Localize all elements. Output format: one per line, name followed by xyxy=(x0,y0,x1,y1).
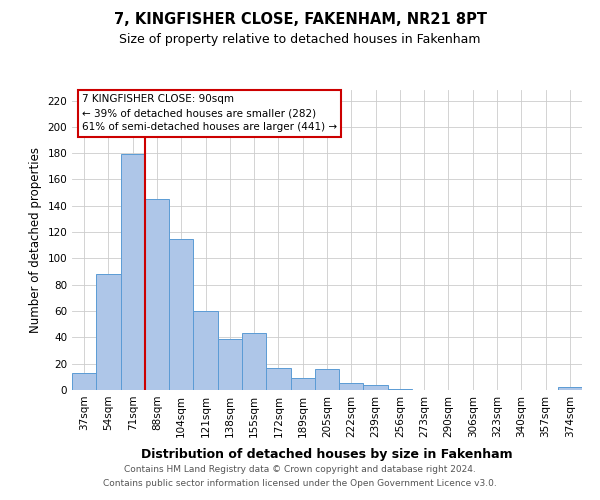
Bar xyxy=(266,368,290,390)
Bar xyxy=(72,373,96,390)
Bar xyxy=(315,369,339,390)
Text: Size of property relative to detached houses in Fakenham: Size of property relative to detached ho… xyxy=(119,32,481,46)
Bar xyxy=(145,199,169,390)
Text: Contains HM Land Registry data © Crown copyright and database right 2024.
Contai: Contains HM Land Registry data © Crown c… xyxy=(103,466,497,487)
Bar xyxy=(388,388,412,390)
Bar xyxy=(242,334,266,390)
Bar xyxy=(290,378,315,390)
Bar xyxy=(364,384,388,390)
Text: 7, KINGFISHER CLOSE, FAKENHAM, NR21 8PT: 7, KINGFISHER CLOSE, FAKENHAM, NR21 8PT xyxy=(113,12,487,28)
Y-axis label: Number of detached properties: Number of detached properties xyxy=(29,147,42,333)
Bar xyxy=(558,388,582,390)
Bar xyxy=(193,311,218,390)
Bar xyxy=(96,274,121,390)
Bar xyxy=(218,338,242,390)
Bar xyxy=(121,154,145,390)
Bar xyxy=(169,238,193,390)
Text: 7 KINGFISHER CLOSE: 90sqm
← 39% of detached houses are smaller (282)
61% of semi: 7 KINGFISHER CLOSE: 90sqm ← 39% of detac… xyxy=(82,94,337,132)
Bar xyxy=(339,384,364,390)
X-axis label: Distribution of detached houses by size in Fakenham: Distribution of detached houses by size … xyxy=(141,448,513,461)
